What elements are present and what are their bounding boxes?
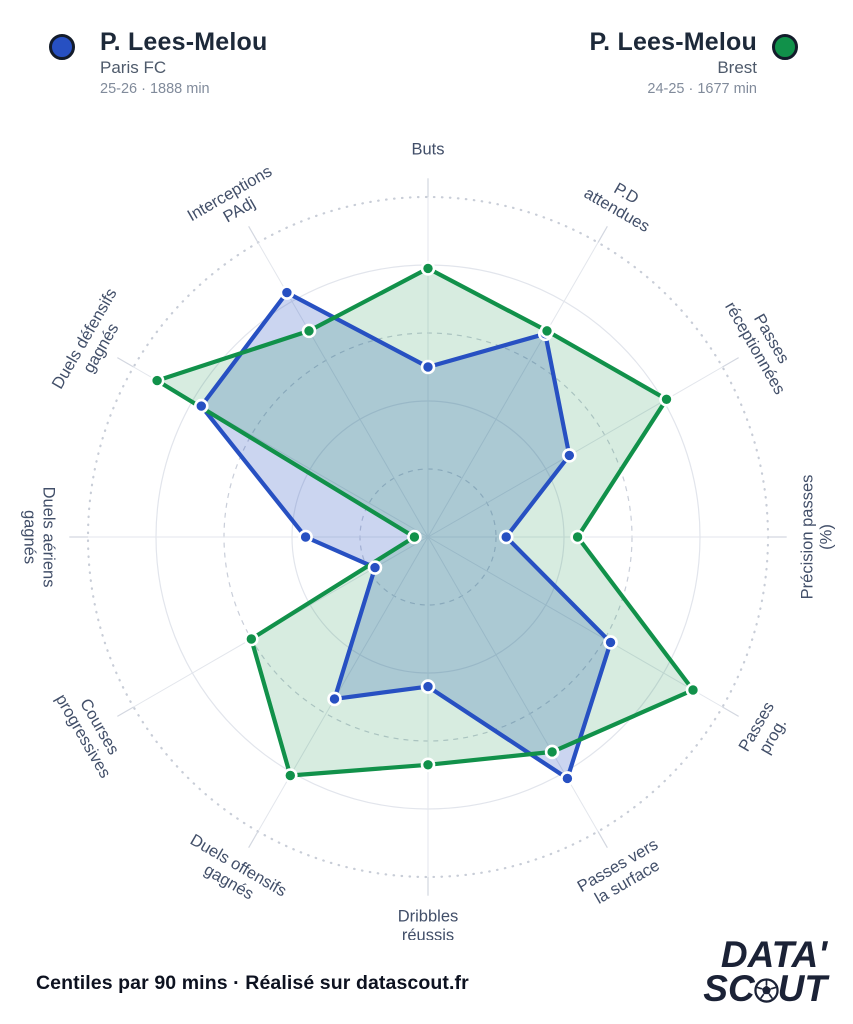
radar-axis-tick (248, 226, 259, 243)
data-point (407, 529, 422, 545)
axis-label: Passesréceptionnées (721, 289, 805, 397)
axis-label: Buts (411, 141, 444, 159)
axis-label: Dribbles réussis (398, 907, 459, 940)
player-b-header: P. Lees-Melou Brest 24-25 · 1677 min (590, 28, 757, 98)
radar-axis-tick (722, 706, 739, 717)
data-point (685, 682, 701, 698)
logo-line2-post: UT (777, 968, 827, 1009)
player-a-team: Paris FC (100, 58, 167, 77)
data-point (420, 261, 436, 276)
data-point (562, 448, 577, 463)
data-point (570, 529, 585, 545)
radar-axis-tick (117, 357, 134, 368)
data-point (420, 757, 436, 773)
player-b-season-minutes: 24-25 · 1677 min (647, 81, 757, 97)
radar-chart-area: Buts P.Dattendues Passesréceptionnées Préci… (0, 120, 853, 945)
data-point (498, 529, 514, 545)
axis-label: Duels offensifsgagnés (178, 831, 290, 917)
radar-chart: Buts P.Dattendues Passesréceptionnées Préci… (21, 141, 836, 945)
data-point (544, 744, 560, 760)
series-area-1 (157, 268, 694, 776)
footer-note: Centiles par 90 mins · Réalisé sur datas… (36, 972, 469, 994)
axis-label: Duels aériensgagnés (21, 487, 58, 588)
radar-axis-tick (597, 226, 608, 243)
axis-label: InterceptionsPAdj (184, 162, 284, 241)
data-point (659, 391, 674, 407)
data-point (420, 359, 436, 375)
player-a-season-minutes: 25-26 · 1888 min (100, 81, 210, 97)
radar-spoke (427, 242, 599, 538)
data-point (327, 691, 342, 707)
data-point (279, 285, 295, 300)
player-b-color-swatch (772, 34, 798, 60)
data-point (193, 398, 209, 414)
radar-axis-tick (248, 831, 259, 848)
data-point (149, 373, 165, 388)
axis-label: Duels défensifsgagnés (49, 285, 137, 401)
radar-axis-tick (722, 357, 739, 368)
data-point (539, 323, 555, 339)
series-area-0 (201, 292, 611, 779)
radar-spoke (427, 536, 723, 708)
logo-line1: DATA' (720, 934, 827, 975)
logo-line2: SC UT (687, 970, 827, 1007)
data-point (282, 768, 298, 783)
player-a-color-swatch (49, 34, 75, 60)
radar-series-areas (157, 268, 694, 779)
data-point (560, 771, 575, 786)
radar-spoke (257, 536, 429, 832)
axis-label: Passesprog. (735, 699, 794, 764)
radar-series-points (149, 261, 701, 786)
axis-label: P.Dattendues (581, 168, 662, 236)
data-point (244, 631, 259, 647)
logo-line2-pre: SC (703, 968, 755, 1009)
player-b-team: Brest (717, 58, 757, 77)
player-a-name: P. Lees-Melou (100, 28, 268, 56)
radar-axis-tick (117, 706, 134, 717)
data-point (420, 679, 436, 694)
data-point (367, 560, 383, 575)
player-b-name: P. Lees-Melou (589, 28, 757, 56)
soccer-ball-icon (753, 978, 779, 1003)
data-point (301, 323, 317, 339)
data-point (298, 529, 313, 545)
radar-axis-tick (597, 831, 608, 848)
axis-label: Passes versla surface (574, 835, 670, 912)
player-a-header: P. Lees-Melou Paris FC 25-26 · 1888 min (100, 28, 267, 98)
data-point (603, 635, 618, 650)
datascout-logo: DATA' SC UT (687, 936, 827, 1007)
axis-label: Précision passes(%) (798, 475, 835, 600)
axis-label: Coursesprogressives (52, 682, 131, 782)
